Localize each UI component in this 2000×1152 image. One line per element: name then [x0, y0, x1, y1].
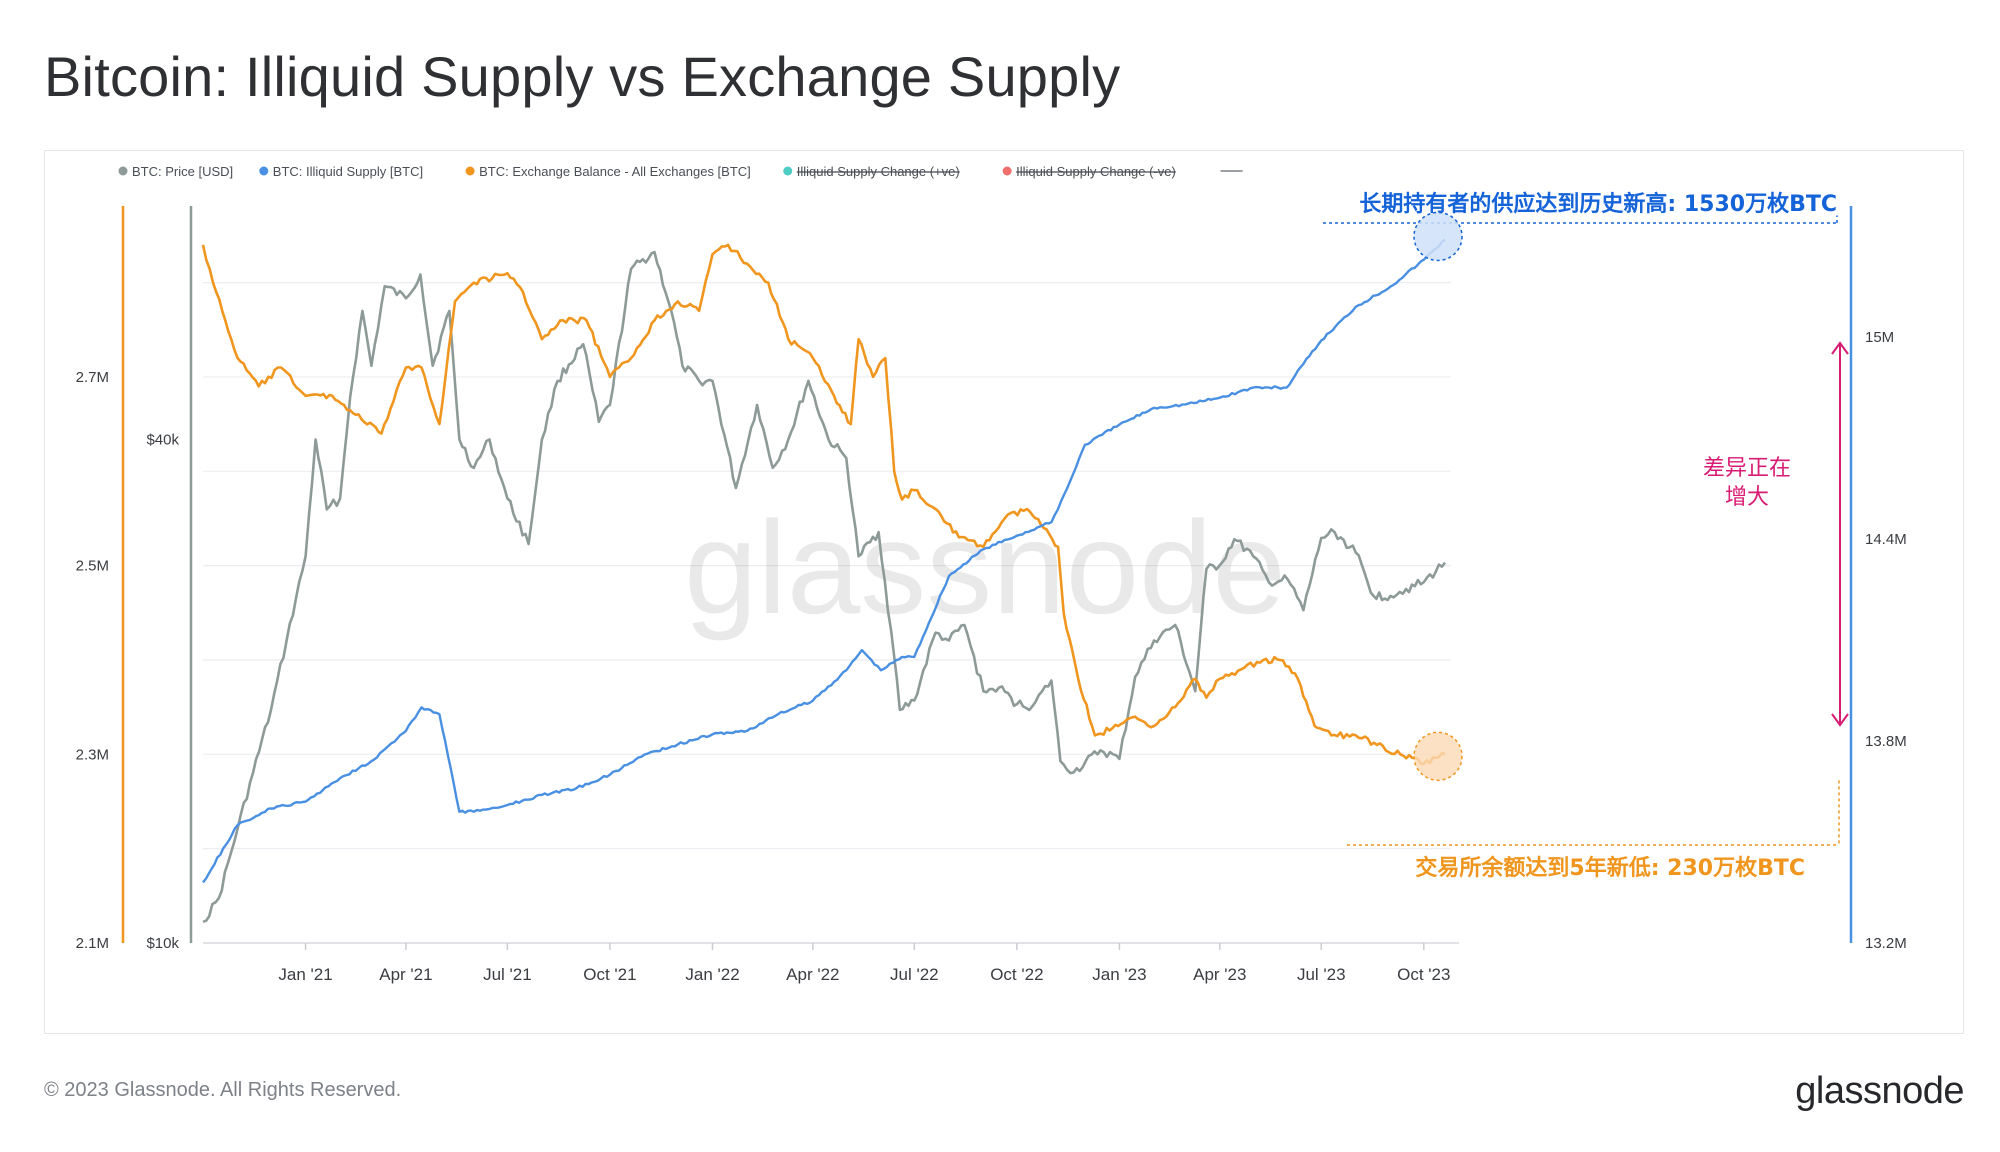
x-tick-label: Apr '23 — [1193, 965, 1246, 984]
illiquid-annotation-text: 长期持有者的供应达到历史新高: 1530万枚BTC — [1359, 191, 1837, 217]
x-tick-label: Jan '21 — [278, 965, 332, 984]
illiquid-highlight-circle — [1413, 211, 1463, 262]
x-tick-label: Jul '21 — [483, 965, 532, 984]
x-tick-label: Jul '22 — [890, 965, 939, 984]
legend-swatch — [465, 166, 475, 176]
annotations: 长期持有者的供应达到历史新高: 1530万枚BTC 交易所余额达到5年新低: 23… — [1323, 191, 1849, 881]
legend-label: BTC: Illiquid Supply [BTC] — [273, 164, 423, 179]
copyright-text: © 2023 Glassnode. All Rights Reserved. — [44, 1079, 402, 1101]
price-tick-label: $40k — [146, 431, 179, 448]
legend-swatch — [259, 166, 269, 176]
gap-arrow-head-up — [1831, 341, 1849, 355]
series-lines — [201, 238, 1447, 924]
illiquid-tick-label: 13.2M — [1865, 935, 1907, 952]
gap-arrow-head-down — [1831, 713, 1849, 727]
illiquid-tick-label: 14.4M — [1865, 531, 1907, 548]
legend-item[interactable]: Illiquid Supply Change (-ve) — [1002, 164, 1176, 179]
x-tick-label: Oct '23 — [1397, 965, 1450, 984]
x-tick-label: Jan '23 — [1092, 965, 1146, 984]
legend-label: Illiquid Supply Change (+ve) — [797, 164, 960, 179]
exchange-tick-label: 2.5M — [76, 558, 109, 575]
illiquid-supply-line — [202, 238, 1446, 884]
illiquid-tick-label: 15M — [1865, 329, 1894, 346]
x-tick-label: Apr '22 — [786, 965, 839, 984]
chart-svg: glassnode BTC: Price [USD] BTC: Illiquid … — [76, 164, 1907, 984]
x-tick-label: Jul '23 — [1297, 965, 1346, 984]
chart-frame: glassnode BTC: Price [USD] BTC: Illiquid … — [44, 150, 1964, 1034]
legend: BTC: Price [USD] BTC: Illiquid Supply [BT… — [118, 164, 1243, 179]
exchange-tick-label: 2.3M — [76, 746, 109, 763]
price-line — [202, 250, 1447, 924]
gridlines — [203, 282, 1459, 944]
gap-label-line1: 差异正在 — [1703, 456, 1791, 481]
legend-label: BTC: Exchange Balance - All Exchanges [B… — [479, 164, 751, 179]
x-tick-label: Apr '21 — [379, 965, 432, 984]
legend-label: BTC: Price [USD] — [132, 164, 233, 179]
legend-swatch — [783, 166, 793, 176]
gap-label-line2: 增大 — [1725, 485, 1769, 510]
legend-swatch — [1002, 166, 1012, 176]
price-tick-label: $10k — [146, 935, 179, 952]
legend-swatch — [118, 166, 128, 176]
page-title: Bitcoin: Illiquid Supply vs Exchange Sup… — [44, 45, 1121, 108]
legend-label: Illiquid Supply Change (-ve) — [1016, 164, 1176, 179]
glassnode-logo: glassnode — [1795, 1070, 1964, 1112]
legend-item[interactable]: BTC: Illiquid Supply [BTC] — [259, 164, 423, 179]
x-tick-label: Jan '22 — [685, 965, 739, 984]
legend-item[interactable]: Illiquid Supply Change (+ve) — [783, 164, 960, 179]
legend-item[interactable]: BTC: Exchange Balance - All Exchanges [B… — [465, 164, 751, 179]
watermark: glassnode — [684, 494, 1286, 641]
x-tick-label: Oct '22 — [990, 965, 1043, 984]
illiquid-tick-label: 13.8M — [1865, 733, 1907, 750]
exchange-balance-line — [201, 243, 1446, 766]
exchange-tick-label: 2.7M — [76, 369, 109, 386]
exchange-tick-label: 2.1M — [76, 935, 109, 952]
exchange-highlight-circle — [1413, 731, 1463, 782]
exchange-annotation-text: 交易所余额达到5年新低: 230万枚BTC — [1415, 855, 1805, 881]
x-tick-label: Oct '21 — [583, 965, 636, 984]
legend-item[interactable]: BTC: Price [USD] — [118, 164, 234, 179]
axes: 2.1M 2.3M 2.5M 2.7M $10k $40k 13.2M 13.8M 14.4M 1… — [76, 206, 1907, 984]
